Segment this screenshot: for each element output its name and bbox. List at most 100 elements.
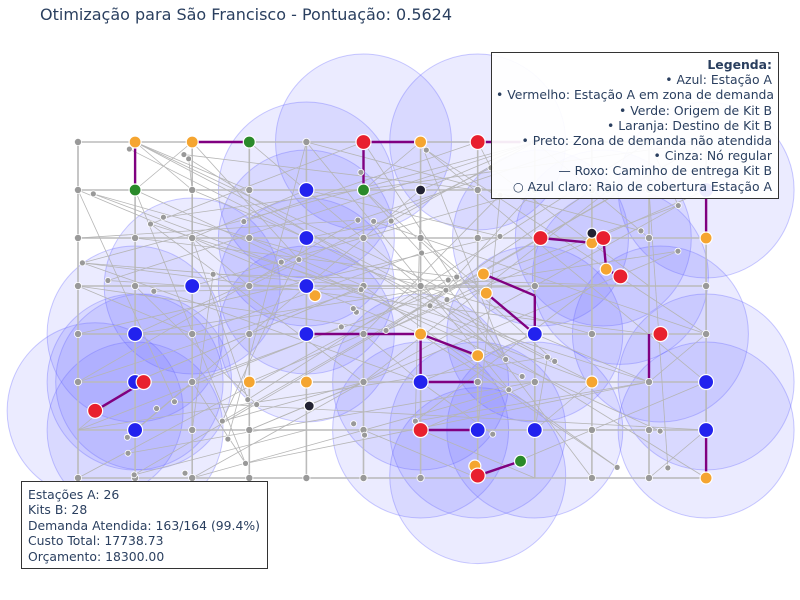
regular-node xyxy=(124,449,132,457)
station-a-demand-node xyxy=(87,402,104,419)
mesh-edge xyxy=(306,220,392,239)
regular-node xyxy=(130,471,138,479)
regular-node xyxy=(171,398,178,406)
mesh-edge xyxy=(150,223,364,383)
mesh-edge xyxy=(213,273,650,287)
delivery-path xyxy=(482,272,536,297)
station-a-node xyxy=(469,421,486,439)
regular-node xyxy=(74,329,83,338)
regular-node xyxy=(444,276,452,284)
regular-node xyxy=(530,281,539,290)
regular-node xyxy=(359,329,368,338)
regular-node xyxy=(147,220,154,228)
regular-node xyxy=(473,377,482,386)
regular-node xyxy=(188,233,197,242)
mesh-edge xyxy=(648,333,707,383)
regular-node xyxy=(224,435,232,443)
mesh-edge xyxy=(135,250,679,335)
mesh-edge xyxy=(150,141,364,225)
stats-cost: Custo Total: 17738.73 xyxy=(28,533,164,549)
regular-node xyxy=(354,216,362,224)
mesh-edge xyxy=(77,285,193,335)
mesh-edge xyxy=(183,154,478,191)
kit-destination-node xyxy=(471,349,485,363)
legend-item-delivery-path: — Roxo: Caminho de entrega Kit B xyxy=(558,163,772,179)
mesh-edge xyxy=(648,429,707,479)
mesh-edge xyxy=(77,279,449,479)
regular-node xyxy=(357,168,365,176)
station-a-demand-node xyxy=(469,467,486,484)
mesh-edge xyxy=(188,158,707,479)
mesh-edge xyxy=(420,237,478,287)
mesh-edge xyxy=(363,333,421,383)
kit-destination-node xyxy=(242,375,256,389)
regular-node xyxy=(530,377,539,386)
mesh-edge xyxy=(77,219,359,383)
mesh-edge xyxy=(534,381,593,431)
legend-item-coverage: ○ Azul claro: Raio de cobertura Estação … xyxy=(512,178,772,194)
regular-node xyxy=(645,425,654,434)
mesh-edge xyxy=(191,237,249,400)
station-a-node xyxy=(526,421,543,439)
station-a-demand-node xyxy=(355,133,372,151)
regular-node xyxy=(382,327,390,334)
regular-node xyxy=(359,233,368,242)
regular-node xyxy=(185,155,193,163)
mesh-edge xyxy=(174,401,707,431)
regular-node xyxy=(244,396,252,403)
regular-node xyxy=(674,247,682,255)
chart-title: Otimização para São Francisco - Pontuaçã… xyxy=(40,5,453,24)
station-a-demand-node xyxy=(412,421,429,439)
mesh-edge xyxy=(363,194,501,335)
regular-node xyxy=(674,202,682,209)
mesh-edge xyxy=(82,262,650,335)
regular-node xyxy=(387,217,395,225)
station-a-demand-node xyxy=(612,268,629,285)
station-a-node xyxy=(526,325,543,343)
regular-node xyxy=(160,213,167,221)
unserved-demand-node xyxy=(415,184,427,196)
mesh-edge xyxy=(134,141,555,362)
regular-node xyxy=(253,401,261,408)
regular-node xyxy=(349,305,357,312)
legend-item-regular: • Cinza: Nó regular xyxy=(653,148,773,164)
regular-node xyxy=(245,329,254,338)
mesh-edge xyxy=(134,189,661,432)
regular-node xyxy=(302,473,311,482)
mesh-edge xyxy=(420,381,535,431)
mesh-edge xyxy=(192,205,679,479)
station-a-demand-node xyxy=(652,325,669,343)
regular-node xyxy=(302,137,311,146)
mesh-edge xyxy=(77,189,193,239)
kit-destination-node xyxy=(308,289,322,303)
mesh-edge xyxy=(188,158,193,191)
mesh-edge xyxy=(363,429,478,479)
regular-node xyxy=(131,281,140,290)
mesh-edge xyxy=(82,141,535,264)
mesh-edge xyxy=(77,381,136,431)
mesh-edge xyxy=(134,333,250,383)
mesh-edge xyxy=(127,381,535,454)
mesh-edge xyxy=(77,326,342,431)
regular-node xyxy=(587,425,596,434)
mesh-edge xyxy=(420,141,507,360)
regular-node xyxy=(131,233,140,242)
station-a-node xyxy=(697,373,715,391)
mesh-edge xyxy=(249,333,364,383)
mesh-edge xyxy=(107,280,193,287)
regular-node xyxy=(188,377,197,386)
regular-node xyxy=(443,296,451,304)
mesh-edge xyxy=(134,381,193,431)
station-a-node xyxy=(412,373,429,391)
kit-destination-node xyxy=(128,135,142,149)
regular-node xyxy=(416,473,425,482)
regular-node xyxy=(180,151,188,158)
regular-node xyxy=(473,185,482,194)
legend-item-station-a: • Azul: Estação A xyxy=(665,72,772,88)
mesh-edge xyxy=(415,381,650,422)
kit-destination-node xyxy=(699,231,713,245)
mesh-edge xyxy=(534,357,548,431)
station-a-node xyxy=(697,421,715,439)
mesh-edge xyxy=(420,429,535,479)
kit-destination-node xyxy=(299,375,313,389)
